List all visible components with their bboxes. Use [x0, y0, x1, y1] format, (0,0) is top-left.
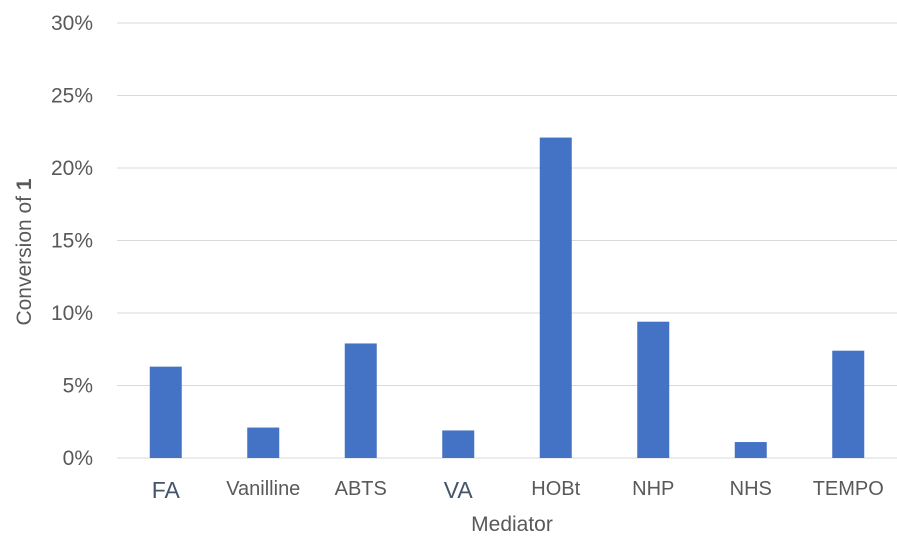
x-tick-label: Vanilline [226, 478, 300, 500]
bar-abts [344, 343, 377, 458]
grid-lines [117, 22, 897, 459]
x-tick-label: VA [444, 477, 474, 503]
y-tick-label: 30% [51, 12, 93, 35]
x-tick-label: HOBt [531, 478, 580, 500]
x-tick-label: NHP [632, 478, 674, 500]
y-axis-title: Conversion of 1 [13, 178, 36, 325]
bar-va [442, 430, 475, 458]
bar-tempo [832, 350, 865, 458]
x-tick-label: FA [152, 477, 181, 503]
y-tick-label: 15% [51, 230, 93, 253]
x-tick-label: NHS [730, 478, 772, 500]
y-tick-label: 25% [51, 85, 93, 108]
bar-vanilline [247, 427, 280, 458]
y-tick-label: 0% [63, 447, 93, 470]
y-axis-ticks: 0% 5% 10% 15% 20% 25% 30% [51, 12, 93, 470]
x-tick-label: TEMPO [813, 478, 884, 500]
y-tick-label: 5% [63, 375, 93, 398]
y-tick-label: 10% [51, 302, 93, 325]
bar-hobt [539, 137, 572, 459]
y-axis-title-text: Conversion of [13, 190, 36, 325]
y-tick-label: 20% [51, 157, 93, 180]
x-axis-ticks: FA Vanilline ABTS VA HOBt NHP NHS TEMPO [152, 477, 884, 503]
bar-nhs [734, 442, 767, 458]
bars [149, 137, 865, 459]
x-axis-title: Mediator [471, 513, 553, 534]
bar-fa [149, 366, 182, 458]
y-axis-title-bold: 1 [13, 178, 36, 190]
bar-nhp [637, 321, 670, 458]
x-tick-label: ABTS [335, 478, 387, 500]
